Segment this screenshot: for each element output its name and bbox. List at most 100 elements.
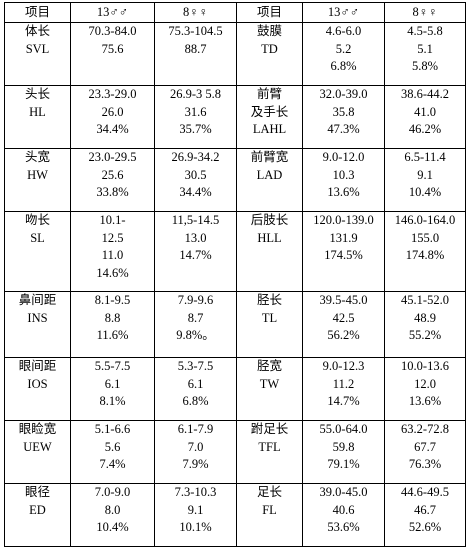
female-value-cell: 45.1-52.0 48.9 55.2% [384, 291, 466, 358]
header-female-left: 8♀♀ [154, 2, 237, 23]
value-line: 8.8 [104, 310, 121, 325]
female-value-cell: 26.9-34.2 30.5 34.4% [154, 148, 237, 212]
item-name: 及手长 [250, 104, 289, 119]
value-line: 14.7% [179, 248, 212, 262]
value-line: 38.6-44.2 [401, 87, 449, 101]
value-line: 155.0 [410, 230, 440, 245]
value-line: 34.4% [179, 185, 212, 199]
table-row: 眼径 ED 7.0-9.0 8.0 10.4% 7.3-10.3 9.1 10.1% 足长 FL 3… [4, 483, 466, 547]
male-value-cell: 8.1-9.5 8.8 11.6% [70, 291, 155, 358]
value-line: 31.6 [184, 104, 207, 119]
value-line: 76.3% [408, 457, 442, 471]
value-line: 8.7 [187, 310, 204, 325]
value-line: 9.8%。 [176, 328, 215, 342]
female-value-cell: 38.6-44.2 41.0 46.2% [384, 85, 466, 149]
female-value-cell: 4.5-5.8 5.1 5.8% [384, 22, 466, 86]
table-row: 眼间距 IOS 5.5-7.5 6.1 8.1% 5.3-7.5 6.1 6.8% 胫宽 TW 9.… [4, 357, 466, 421]
value-line: 88.7 [184, 41, 207, 56]
value-line: 12.5 [101, 230, 124, 245]
item-abbr: TD [261, 41, 278, 56]
item-name: 眼睑宽 [18, 422, 57, 436]
value-line: 12.0 [414, 376, 436, 391]
value-line: 11,5-14.5 [171, 213, 220, 227]
female-value-cell: 75.3-104.5 88.7 [154, 22, 237, 86]
item-cell: 头长 HL [4, 85, 71, 149]
value-line: 10.0-13.6 [401, 359, 449, 373]
value-line: 79.1% [327, 457, 360, 471]
item-name: 胫长 [256, 293, 282, 307]
female-value-cell: 44.6-49.5 46.7 52.6% [384, 483, 466, 547]
item-cell: 前臂及手长 LAHL [236, 85, 303, 149]
value-line: 4.6-6.0 [325, 24, 362, 38]
value-line: 55.2% [408, 328, 442, 342]
value-line: 8.1-9.5 [94, 293, 131, 307]
value-line: 9.1 [417, 167, 433, 182]
male-value-cell: 4.6-6.0 5.2 6.8% [302, 22, 385, 86]
item-cell: 头宽 HW [4, 148, 71, 212]
value-line: 52.6% [408, 520, 442, 534]
value-line: 67.7 [414, 439, 436, 454]
item-name: 足长 [256, 485, 282, 499]
item-cell: 跗足长 TFL [236, 420, 303, 484]
male-value-cell: 7.0-9.0 8.0 10.4% [70, 483, 155, 547]
value-line: 7.9-9.6 [177, 293, 214, 307]
value-line: 14.6% [96, 265, 129, 280]
female-value-cell: 63.2-72.8 67.7 76.3% [384, 420, 466, 484]
measurement-table: 项目 13♂♂ 8♀♀ 项目 13♂♂ 8♀♀ 体长 SVL 70.3-84.0 75… [4, 2, 466, 547]
header-male-right: 13♂♂ [302, 2, 385, 23]
item-abbr: FL [262, 502, 277, 517]
male-value-cell: 10.1- 12.5 11.0 14.6% [70, 211, 155, 292]
item-abbr: HLL [257, 230, 282, 245]
table-row: 头长 HL 23.3-29.0 26.0 34.4% 26.9-3 5.8 31.6 35.7… [4, 85, 466, 149]
value-line: 4.5-5.8 [407, 24, 443, 38]
item-name: 眼间距 [18, 359, 57, 373]
item-cell: 足长 FL [236, 483, 303, 547]
item-name: 眼径 [24, 485, 50, 499]
value-line: 25.6 [101, 167, 124, 182]
value-line: 75.3-104.5 [168, 24, 223, 38]
value-line: 7.0 [187, 439, 204, 454]
item-abbr: ED [29, 502, 46, 517]
item-name: 前臂 [256, 87, 282, 101]
value-line: 33.8% [96, 185, 129, 199]
value-line: 34.4% [96, 122, 129, 136]
male-value-cell: 39.0-45.0 40.6 53.6% [302, 483, 385, 547]
value-line: 14.7% [327, 394, 360, 408]
female-value-cell: 26.9-3 5.8 31.6 35.7% [154, 85, 237, 149]
header-item-left: 项目 [4, 2, 71, 23]
value-line: 26.9-3 5.8 [169, 87, 222, 101]
header-row: 项目 13♂♂ 8♀♀ 项目 13♂♂ 8♀♀ [4, 2, 466, 23]
value-line: 55.0-64.0 [319, 422, 368, 436]
table-row: 吻长 SL 10.1- 12.5 11.0 14.6% 11,5-14.5 13.0 14.7%… [4, 211, 466, 292]
item-name: 后肢长 [250, 213, 289, 227]
female-value-cell: 7.9-9.6 8.7 9.8%。 [154, 291, 237, 358]
header-female-right: 8♀♀ [384, 2, 466, 23]
item-abbr: LAD [256, 167, 283, 182]
value-line: 6.8% [182, 394, 209, 408]
value-line: 39.5-45.0 [319, 293, 368, 307]
male-value-cell: 5.1-6.6 5.6 7.4% [70, 420, 155, 484]
value-line: 11.2 [332, 376, 355, 391]
male-value-cell: 70.3-84.0 75.6 [70, 22, 155, 86]
item-abbr: LAHL [252, 122, 287, 136]
item-abbr: SVL [25, 41, 50, 56]
value-line: 10.4% [408, 185, 442, 199]
value-line: 10.3 [332, 167, 355, 182]
value-line: 35.8 [332, 104, 355, 119]
male-value-cell: 23.3-29.0 26.0 34.4% [70, 85, 155, 149]
table-row: 头宽 HW 23.0-29.5 25.6 33.8% 26.9-34.2 30.5 34.4%… [4, 148, 466, 212]
table-body: 体长 SVL 70.3-84.0 75.6 75.3-104.5 88.7 鼓膜 TD 4.6-… [4, 22, 466, 547]
item-name: 跗足长 [250, 422, 289, 436]
value-line: 5.5-7.5 [94, 359, 131, 373]
item-cell: 鼻间距 INS [4, 291, 71, 358]
value-line: 9.0-12.0 [322, 150, 365, 164]
male-value-cell: 32.0-39.0 35.8 47.3% [302, 85, 385, 149]
item-abbr: TL [261, 310, 278, 325]
value-line: 7.4% [99, 457, 126, 471]
value-line: 75.6 [101, 41, 124, 56]
value-line: 7.9% [182, 457, 209, 471]
male-value-cell: 5.5-7.5 6.1 8.1% [70, 357, 155, 421]
value-line: 48.9 [414, 310, 436, 325]
table-row: 体长 SVL 70.3-84.0 75.6 75.3-104.5 88.7 鼓膜 TD 4.6-… [4, 22, 466, 86]
value-line: 45.1-52.0 [401, 293, 449, 307]
